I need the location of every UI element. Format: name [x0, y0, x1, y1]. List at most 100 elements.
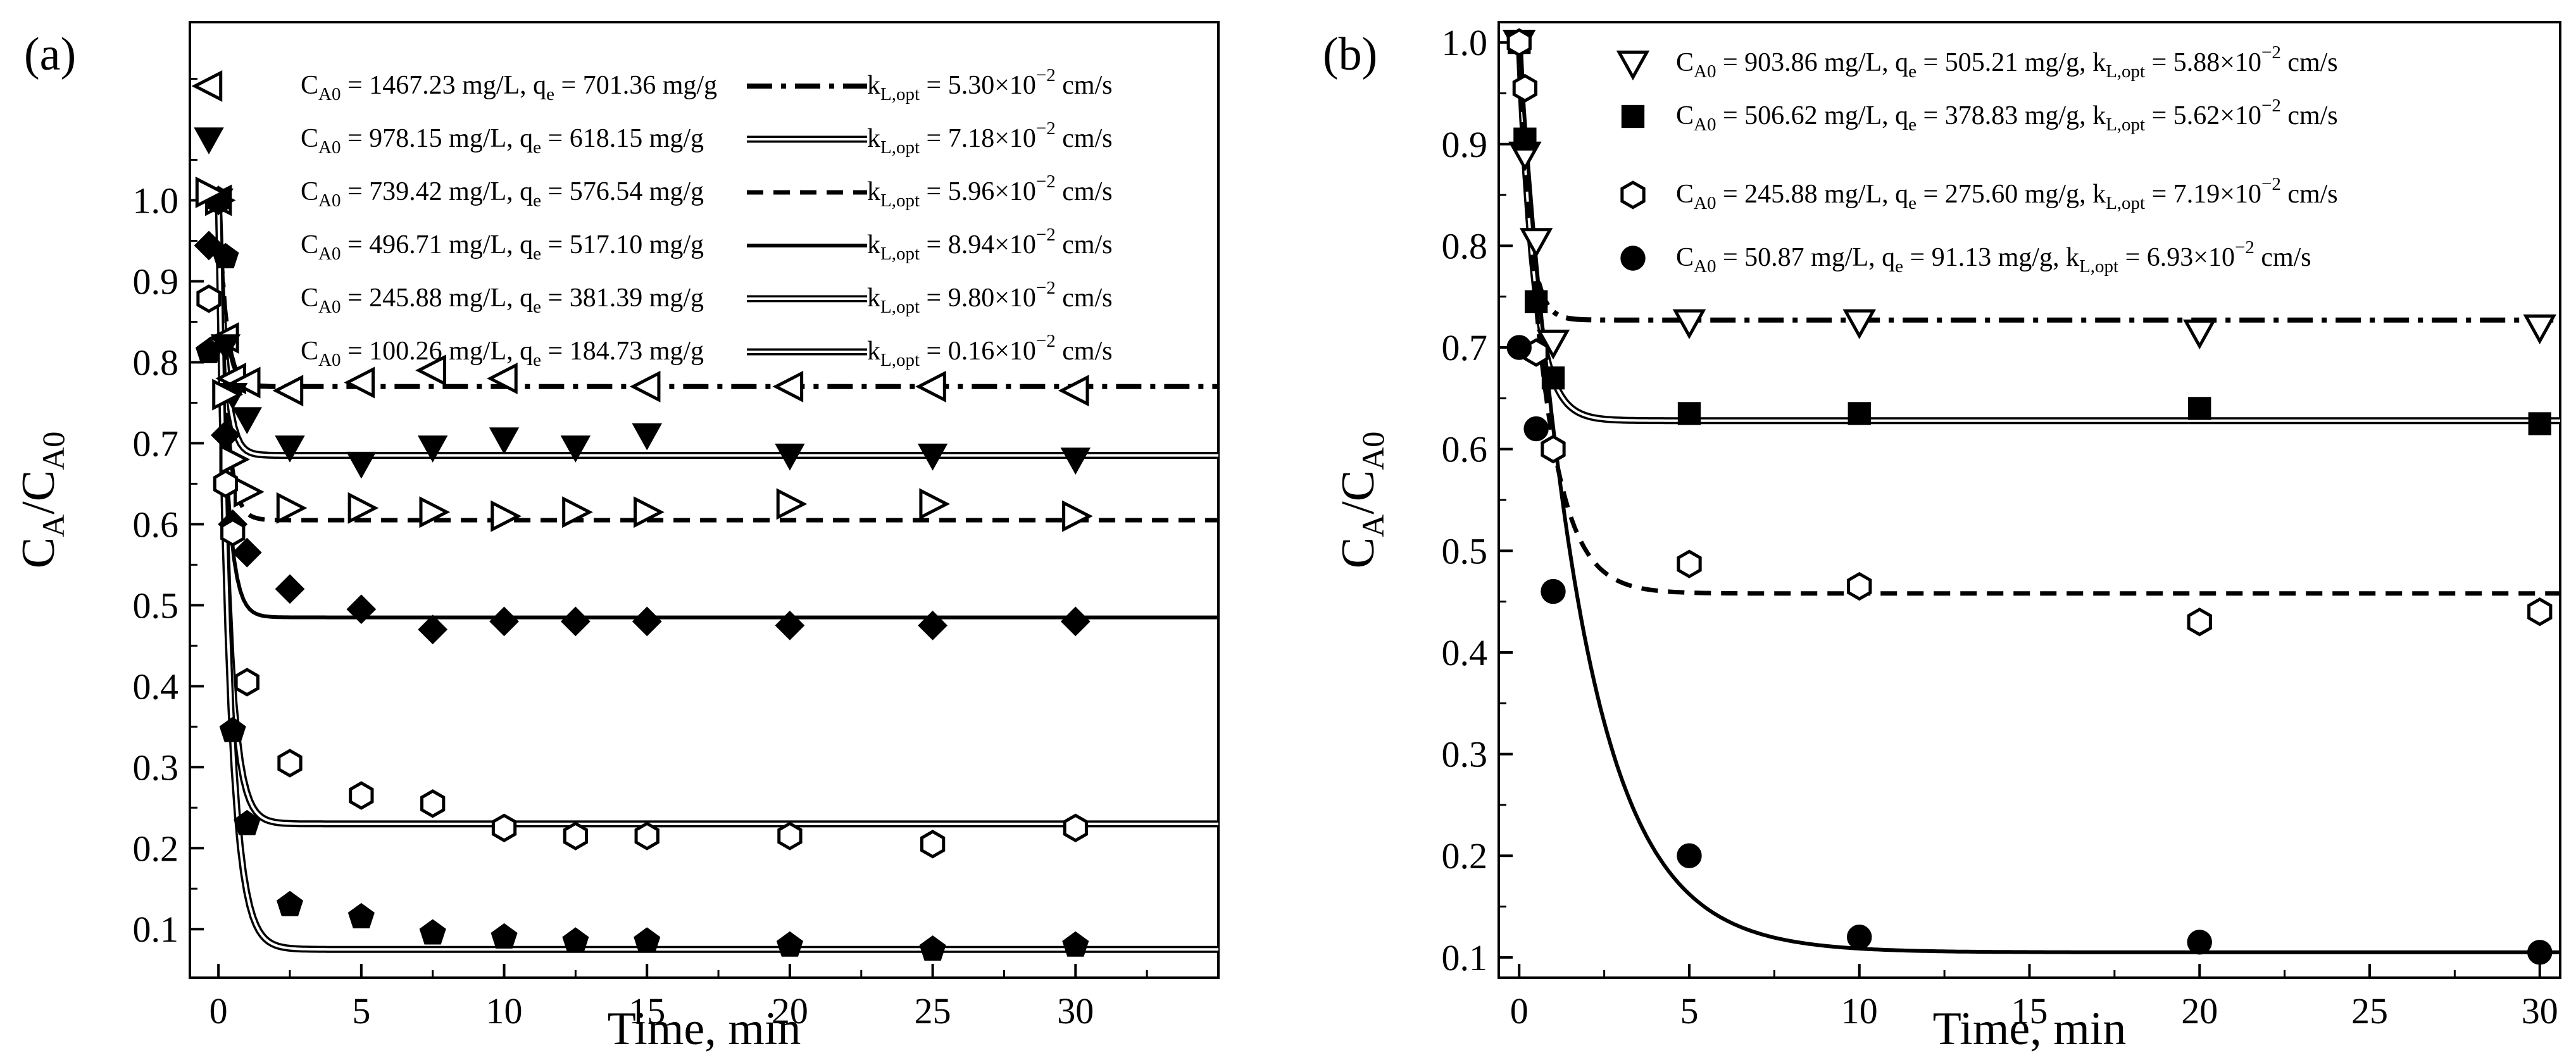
data-point: [219, 716, 246, 742]
data-point: [1621, 104, 1645, 128]
legend-entry: CA0 = 506.62 mg/L, qe = 378.83 mg/g, kL,…: [1676, 96, 2338, 135]
data-point: [191, 70, 223, 102]
y-tick-label: 0.3: [1442, 734, 1488, 775]
x-tick-label: 30: [1057, 990, 1094, 1032]
data-point: [776, 931, 803, 957]
y-tick-label: 0.8: [133, 342, 179, 383]
y-tick-label: 0.7: [1442, 327, 1488, 368]
x-tick-label: 15: [628, 990, 665, 1032]
data-point: [1847, 571, 1872, 601]
x-tick-label: 25: [915, 990, 951, 1032]
y-tick-label: 0.9: [133, 261, 179, 302]
data-point: [276, 890, 304, 916]
data-point: [344, 366, 375, 399]
data-point: [212, 378, 243, 411]
data-point: [2523, 314, 2556, 345]
data-point: [275, 435, 305, 463]
data-point: [489, 606, 519, 637]
legend-k-value: kL,opt = 0.16×10−2 cm/s: [867, 331, 1113, 370]
data-point: [234, 668, 259, 697]
data-point: [1524, 290, 1548, 313]
y-tick-label: 0.1: [133, 909, 179, 950]
model-curve: [217, 200, 1218, 951]
data-point: [349, 781, 374, 810]
panel-a: 0 5 10 15 20 25 30 0.1 0.2 0.3 0.4 0.5 0.6 0.7 0.8 0.9 1…: [13, 21, 1220, 1055]
legend-entry: CA0 = 245.88 mg/L, qe = 275.60 mg/g, kL,…: [1676, 174, 2338, 213]
data-point: [634, 821, 660, 851]
data-point: [1677, 402, 1701, 425]
data-point: [194, 230, 224, 261]
y-tick-label: 0.6: [1442, 429, 1488, 470]
data-point: [772, 370, 804, 402]
legend-k-value: kL,opt = 5.30×10−2 cm/s: [867, 65, 1113, 104]
model-curve: [1517, 42, 2560, 954]
data-point: [560, 606, 591, 637]
data-point: [775, 610, 805, 640]
data-point: [2187, 930, 2212, 955]
legend-entry: CA0 = 978.15 mg/L, qe = 618.15 mg/g: [301, 124, 704, 158]
data-point: [776, 488, 808, 520]
data-point: [562, 496, 593, 528]
legend-entry: CA0 = 496.71 mg/L, qe = 517.10 mg/g: [301, 230, 704, 264]
plot-frame: [189, 21, 1220, 979]
x-tick-label: 0: [209, 990, 228, 1032]
y-tick-label: 0.4: [1442, 632, 1488, 673]
y-axis-label: CA/CA0: [13, 432, 71, 569]
data-point: [491, 500, 522, 532]
data-point: [1536, 329, 1570, 360]
data-point: [1523, 416, 1549, 442]
data-point: [272, 375, 304, 407]
data-point: [1058, 375, 1089, 407]
data-point: [419, 919, 446, 945]
data-point: [1616, 50, 1650, 81]
y-tick-label: 0.2: [133, 828, 179, 869]
data-point: [1847, 925, 1872, 950]
data-point: [919, 488, 951, 520]
y-tick-label: 0.5: [133, 585, 179, 626]
data-point: [347, 902, 375, 928]
data-point: [194, 127, 224, 155]
data-point: [346, 451, 377, 479]
x-tick-label: 5: [352, 990, 370, 1032]
legend-entry: CA0 = 50.87 mg/L, qe = 91.13 mg/g, kL,op…: [1676, 237, 2311, 277]
y-tick-label: 0.1: [1442, 937, 1488, 978]
data-point: [918, 610, 948, 640]
data-point: [195, 337, 223, 363]
legend-k-value: kL,opt = 7.18×10−2 cm/s: [867, 118, 1113, 158]
data-point: [491, 923, 518, 949]
data-point: [634, 927, 661, 953]
data-point: [632, 606, 662, 637]
model-curve: [1516, 42, 2560, 323]
data-point: [1842, 309, 1876, 340]
data-point: [563, 821, 589, 851]
data-point: [213, 469, 239, 499]
panel-b: 0 5 10 15 20 25 30 0.1 0.2 0.3 0.4 0.5 0.6 0.7 0.8 0.9 1…: [1323, 21, 2561, 1055]
data-point: [1062, 931, 1089, 957]
data-point: [275, 574, 305, 604]
data-point: [777, 821, 803, 851]
y-axis-label: CA/CA0: [1332, 432, 1391, 569]
y-tick-label: 1.0: [1442, 22, 1488, 63]
data-point: [629, 370, 661, 402]
y-tick-label: 0.2: [1442, 835, 1488, 876]
data-point: [560, 435, 591, 463]
data-point: [196, 284, 222, 313]
model-curve: [217, 200, 1218, 825]
data-point: [418, 614, 448, 645]
data-point: [1512, 73, 1538, 103]
x-tick-label: 10: [486, 990, 523, 1032]
data-point: [1848, 402, 1871, 425]
data-point: [1541, 366, 1565, 390]
y-tick-label: 1.0: [133, 180, 179, 221]
data-point: [232, 537, 262, 568]
data-point: [1062, 500, 1093, 532]
data-point: [417, 435, 448, 463]
data-point: [2188, 397, 2211, 420]
y-tick-label: 0.8: [1442, 225, 1488, 266]
model-curve: [217, 200, 1218, 457]
panel-label: (b): [1323, 28, 1377, 80]
data-point: [919, 935, 946, 961]
data-point: [917, 444, 948, 471]
data-point: [2527, 940, 2553, 965]
